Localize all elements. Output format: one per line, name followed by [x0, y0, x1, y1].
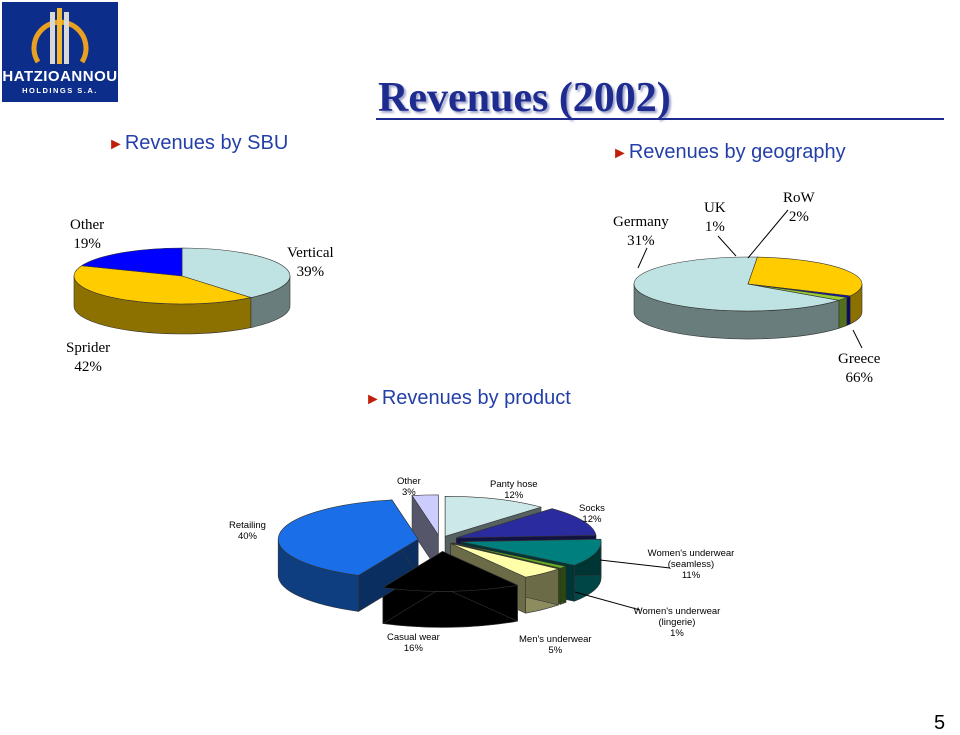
slice-pct: 16%: [403, 643, 423, 654]
pie-slice-women-s-underwear-seamless: [461, 538, 602, 566]
slice-pct: 5%: [548, 645, 563, 656]
prod-label-casual-wear: Casual wear 16%: [387, 632, 440, 654]
title-underline: [376, 118, 944, 120]
slice-name: Retailing: [229, 520, 266, 531]
slice-name: Other: [70, 217, 105, 233]
slice-pct: 2%: [788, 209, 809, 225]
slice-pct: 39%: [296, 264, 325, 280]
slice-pct: 31%: [627, 233, 655, 249]
slice-name: Panty hose: [490, 479, 538, 490]
bullet-triangle-icon: ►: [612, 145, 628, 162]
slice-pct: 12%: [504, 490, 524, 501]
slice-name: Men's underwear: [519, 634, 592, 645]
pie-chart-geography: [633, 256, 863, 340]
sbu-label-other: Other 19%: [70, 216, 104, 254]
section-product-heading: ►Revenues by product: [365, 387, 571, 410]
pie-chart-sbu: [73, 247, 291, 335]
sbu-label-vertical: Vertical 39%: [287, 244, 334, 282]
geo-label-row: RoW 2%: [783, 189, 815, 227]
leader-lines: [574, 209, 863, 611]
slice-name: Women's underwear (seamless): [647, 548, 735, 570]
slice-name: Sprider: [66, 340, 111, 356]
slice-pct: 11%: [681, 570, 701, 581]
slice-name: Casual wear: [387, 632, 440, 643]
pie-slice-side: [846, 295, 851, 326]
slice-name: Other: [397, 476, 421, 487]
bullet-triangle-icon: ►: [365, 391, 381, 408]
slice-pct: 40%: [237, 531, 257, 542]
pie-slice-greece: [633, 256, 839, 312]
pie-chart-product: [277, 494, 602, 628]
slice-pct: 1%: [704, 219, 725, 235]
slice-name: Socks: [579, 503, 605, 514]
prod-label-mens-underwear: Men's underwear 5%: [519, 634, 592, 656]
slice-name: Vertical: [287, 245, 334, 261]
slice-name: Germany: [613, 214, 669, 230]
prod-label-womens-seamless: Women's underwear (seamless) 11%: [642, 548, 740, 581]
pie-slice-men-s-underwear: [450, 543, 560, 578]
geo-label-uk: UK 1%: [704, 199, 726, 237]
page-number: 5: [934, 712, 946, 734]
prod-label-other: Other 3%: [397, 476, 421, 498]
pie-slice-women-s-underwear-lingerie: [452, 542, 567, 569]
slice-name: RoW: [783, 190, 815, 206]
slice-name: Greece: [838, 351, 881, 367]
pie-slice-side: [838, 297, 848, 329]
company-logo: HATZIOANNOU HOLDINGS S.A.: [2, 2, 118, 102]
geo-label-greece: Greece 66%: [838, 350, 880, 388]
prod-label-panty-hose: Panty hose 12%: [490, 479, 538, 501]
logo-text-main: HATZIOANNOU: [2, 68, 118, 85]
slice-pct: 3%: [402, 487, 416, 498]
bullet-triangle-icon: ►: [108, 136, 124, 153]
sbu-label-sprider: Sprider 42%: [66, 339, 110, 377]
page-title: Revenues (2002): [378, 75, 671, 121]
pie-slice-other: [80, 247, 183, 277]
slice-pct: 66%: [845, 370, 873, 386]
slice-pct: 1%: [670, 628, 684, 639]
pie-slice-sprider: [73, 265, 253, 305]
pie-slice-retailing: [277, 499, 419, 576]
logo-text-sub: HOLDINGS S.A.: [22, 86, 98, 95]
prod-label-retailing: Retailing 40%: [229, 520, 266, 542]
prod-label-socks: Socks 12%: [579, 503, 605, 525]
slice-pct: 19%: [73, 236, 101, 252]
section-sbu-heading: ►Revenues by SBU: [108, 132, 288, 155]
prod-label-womens-lingerie: Women's underwear (lingerie) 1%: [628, 606, 726, 639]
slice-pct: 12%: [582, 514, 602, 525]
pie-slice-casual-wear: [382, 551, 519, 592]
pie-slice-row: [747, 283, 848, 301]
pie-slice-socks: [456, 508, 597, 539]
logo-emblem-icon: [31, 8, 89, 64]
slice-pct: 42%: [74, 359, 102, 375]
section-sbu-label: Revenues by SBU: [124, 132, 289, 154]
slice-name: UK: [704, 200, 726, 216]
pie-slice-panty-hose: [444, 495, 543, 537]
pie-slice-vertical: [181, 247, 291, 298]
pie-slice-other: [411, 494, 439, 536]
section-product-label: Revenues by product: [381, 387, 571, 409]
geo-label-germany: Germany 31%: [613, 213, 669, 251]
section-geography-heading: ►Revenues by geography: [612, 141, 846, 164]
section-geography-label: Revenues by geography: [628, 141, 846, 163]
pie-slice-germany: [747, 256, 863, 297]
slice-name: Women's underwear (lingerie): [633, 606, 721, 628]
